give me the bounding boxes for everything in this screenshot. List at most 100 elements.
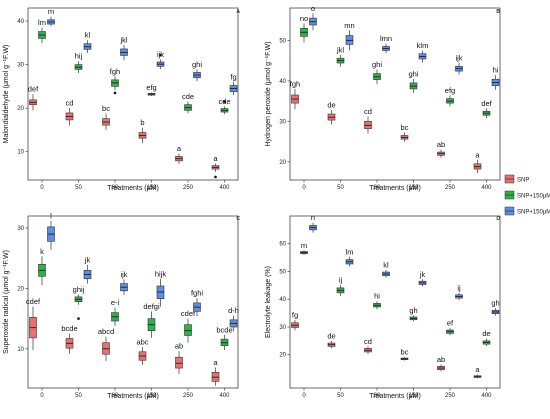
x-axis-title: Treatments (μM) — [107, 393, 159, 400]
significance-label: ef — [447, 319, 454, 328]
box-SNP+150μM Cr-50: lm — [346, 247, 354, 267]
x-tick-label: 250 — [183, 185, 194, 191]
panel-letter: C — [236, 216, 240, 222]
significance-label: kl — [383, 260, 389, 269]
panel-letter: A — [236, 9, 240, 15]
plot-frame — [27, 215, 239, 389]
significance-label: fgh — [290, 79, 300, 88]
box-SNP+150μM Cr-80: ijk — [120, 270, 128, 296]
x-tick-label: 50 — [337, 393, 344, 399]
significance-label: cde — [218, 97, 230, 106]
box-SNP+150μM Mn-0: k — [38, 247, 46, 286]
box-SNP+150μM Cr-80: jkl — [119, 36, 128, 61]
box-SNP+150μM Mn-50: ghij — [73, 285, 85, 320]
significance-label: jk — [84, 255, 91, 264]
plot-frame — [289, 7, 501, 181]
x-axis-title: Treatments (μM) — [369, 185, 421, 192]
significance-label: fg — [292, 311, 298, 320]
box-SNP-80: bc — [102, 104, 110, 130]
significance-label: l — [50, 211, 52, 220]
y-tick-label: 30 — [17, 226, 24, 232]
x-tick-label: 80 — [112, 393, 119, 399]
chart-panel-b: B 20 30 40 50 0 50 80 150 250 400 Treatments (μM) Hy… — [265, 4, 501, 192]
x-axis-title: Treatments (μM) — [107, 185, 159, 192]
significance-label: de — [327, 331, 335, 340]
box-SNP-0: fg — [291, 311, 299, 331]
box-SNP+150μM Cr-400: fg — [229, 73, 238, 96]
significance-label: bcde — [61, 324, 77, 333]
y-axis-title: Malondialdehyde (μmol g⁻¹F.W) — [3, 45, 10, 144]
significance-label: lm — [346, 247, 354, 256]
x-tick-label: 150 — [408, 185, 419, 191]
significance-label: ab — [175, 342, 183, 351]
significance-label: hij — [75, 52, 83, 61]
significance-label: ab — [437, 355, 445, 364]
box-SNP+150μM Mn-400: cde — [218, 97, 231, 115]
y-tick-label: 30 — [279, 325, 286, 331]
significance-label: b — [140, 118, 144, 127]
box-SNP-150: b — [138, 118, 147, 143]
box-SNP+150μM Cr-0: l — [47, 211, 55, 250]
box-SNP-250: ab — [437, 355, 445, 372]
x-tick-label: 400 — [481, 393, 492, 399]
significance-label: jk — [419, 270, 426, 279]
significance-label: o — [311, 4, 315, 13]
significance-label: jkl — [336, 45, 344, 54]
box-SNP+150μM Mn-250: cde — [182, 92, 194, 114]
box-SNP+150μM Cr-150: ijk — [156, 50, 165, 69]
significance-label: bc — [401, 348, 409, 357]
plot-frame — [289, 215, 501, 389]
x-tick-label: 250 — [445, 185, 456, 191]
y-tick-label: 50 — [279, 269, 286, 275]
box-SNP-250: a — [175, 144, 183, 164]
x-tick-label: 150 — [146, 393, 157, 399]
box-SNP+150μM Mn-150: ghi — [408, 69, 419, 93]
significance-label: ij — [339, 276, 343, 285]
box-SNP-0: fgh — [290, 79, 300, 110]
significance-label: e-i — [111, 298, 120, 307]
outlier-point — [113, 91, 117, 95]
x-tick-label: 400 — [219, 185, 230, 191]
box-SNP+150μM Mn-150: gh — [409, 306, 418, 322]
box-SNP-50: de — [327, 100, 336, 125]
significance-label: ijk — [157, 50, 164, 59]
significance-label: gh — [409, 306, 417, 315]
y-axis-title: Superoxide radical (μmol g⁻¹F.W) — [3, 250, 10, 354]
significance-label: k — [40, 247, 44, 256]
x-tick-label: 0 — [40, 393, 44, 399]
significance-label: fg — [230, 73, 236, 82]
significance-label: efg — [146, 83, 156, 92]
box-SNP-150: bc — [401, 123, 409, 142]
box-SNP-400: a — [211, 154, 220, 179]
significance-label: ghi — [408, 69, 418, 78]
x-tick-label: 400 — [219, 393, 230, 399]
y-axis-title: Electrolyte leakage (%) — [265, 266, 272, 338]
significance-label: ijk — [455, 54, 462, 63]
y-tick-label: 40 — [17, 19, 24, 25]
box-SNP+150μM Mn-400: def — [481, 99, 493, 119]
significance-label: ghij — [73, 285, 85, 294]
x-tick-label: 50 — [75, 185, 82, 191]
significance-label: lmn — [380, 34, 392, 43]
box-SNP+150μM Mn-250: cdef — [181, 309, 196, 343]
box-SNP+150μM Mn-150: efg — [146, 83, 157, 96]
box-SNP-80: cd — [364, 107, 372, 134]
x-tick-label: 400 — [481, 185, 492, 191]
significance-label: bc — [401, 123, 409, 132]
x-tick-label: 80 — [374, 393, 381, 399]
significance-label: ij — [457, 283, 461, 292]
box-SNP-150: bc — [401, 348, 409, 361]
chart-panel-c: C 10 20 30 0 50 80 150 250 400 Treatments (μM) Supe… — [3, 211, 240, 400]
significance-label: cd — [364, 337, 372, 346]
box-SNP+150μM Cr-50: kl — [83, 31, 92, 53]
box-SNP+150μM Mn-50: ij — [336, 276, 345, 296]
legend-label: SNP — [517, 178, 529, 184]
box-SNP+150μM Mn-80: ghi — [372, 60, 382, 85]
box-SNP+150μM Mn-150: defgi — [143, 302, 160, 338]
x-tick-label: 0 — [302, 393, 306, 399]
significance-label: fghi — [191, 289, 203, 298]
outlier-point — [223, 100, 226, 103]
significance-label: kl — [85, 31, 91, 40]
